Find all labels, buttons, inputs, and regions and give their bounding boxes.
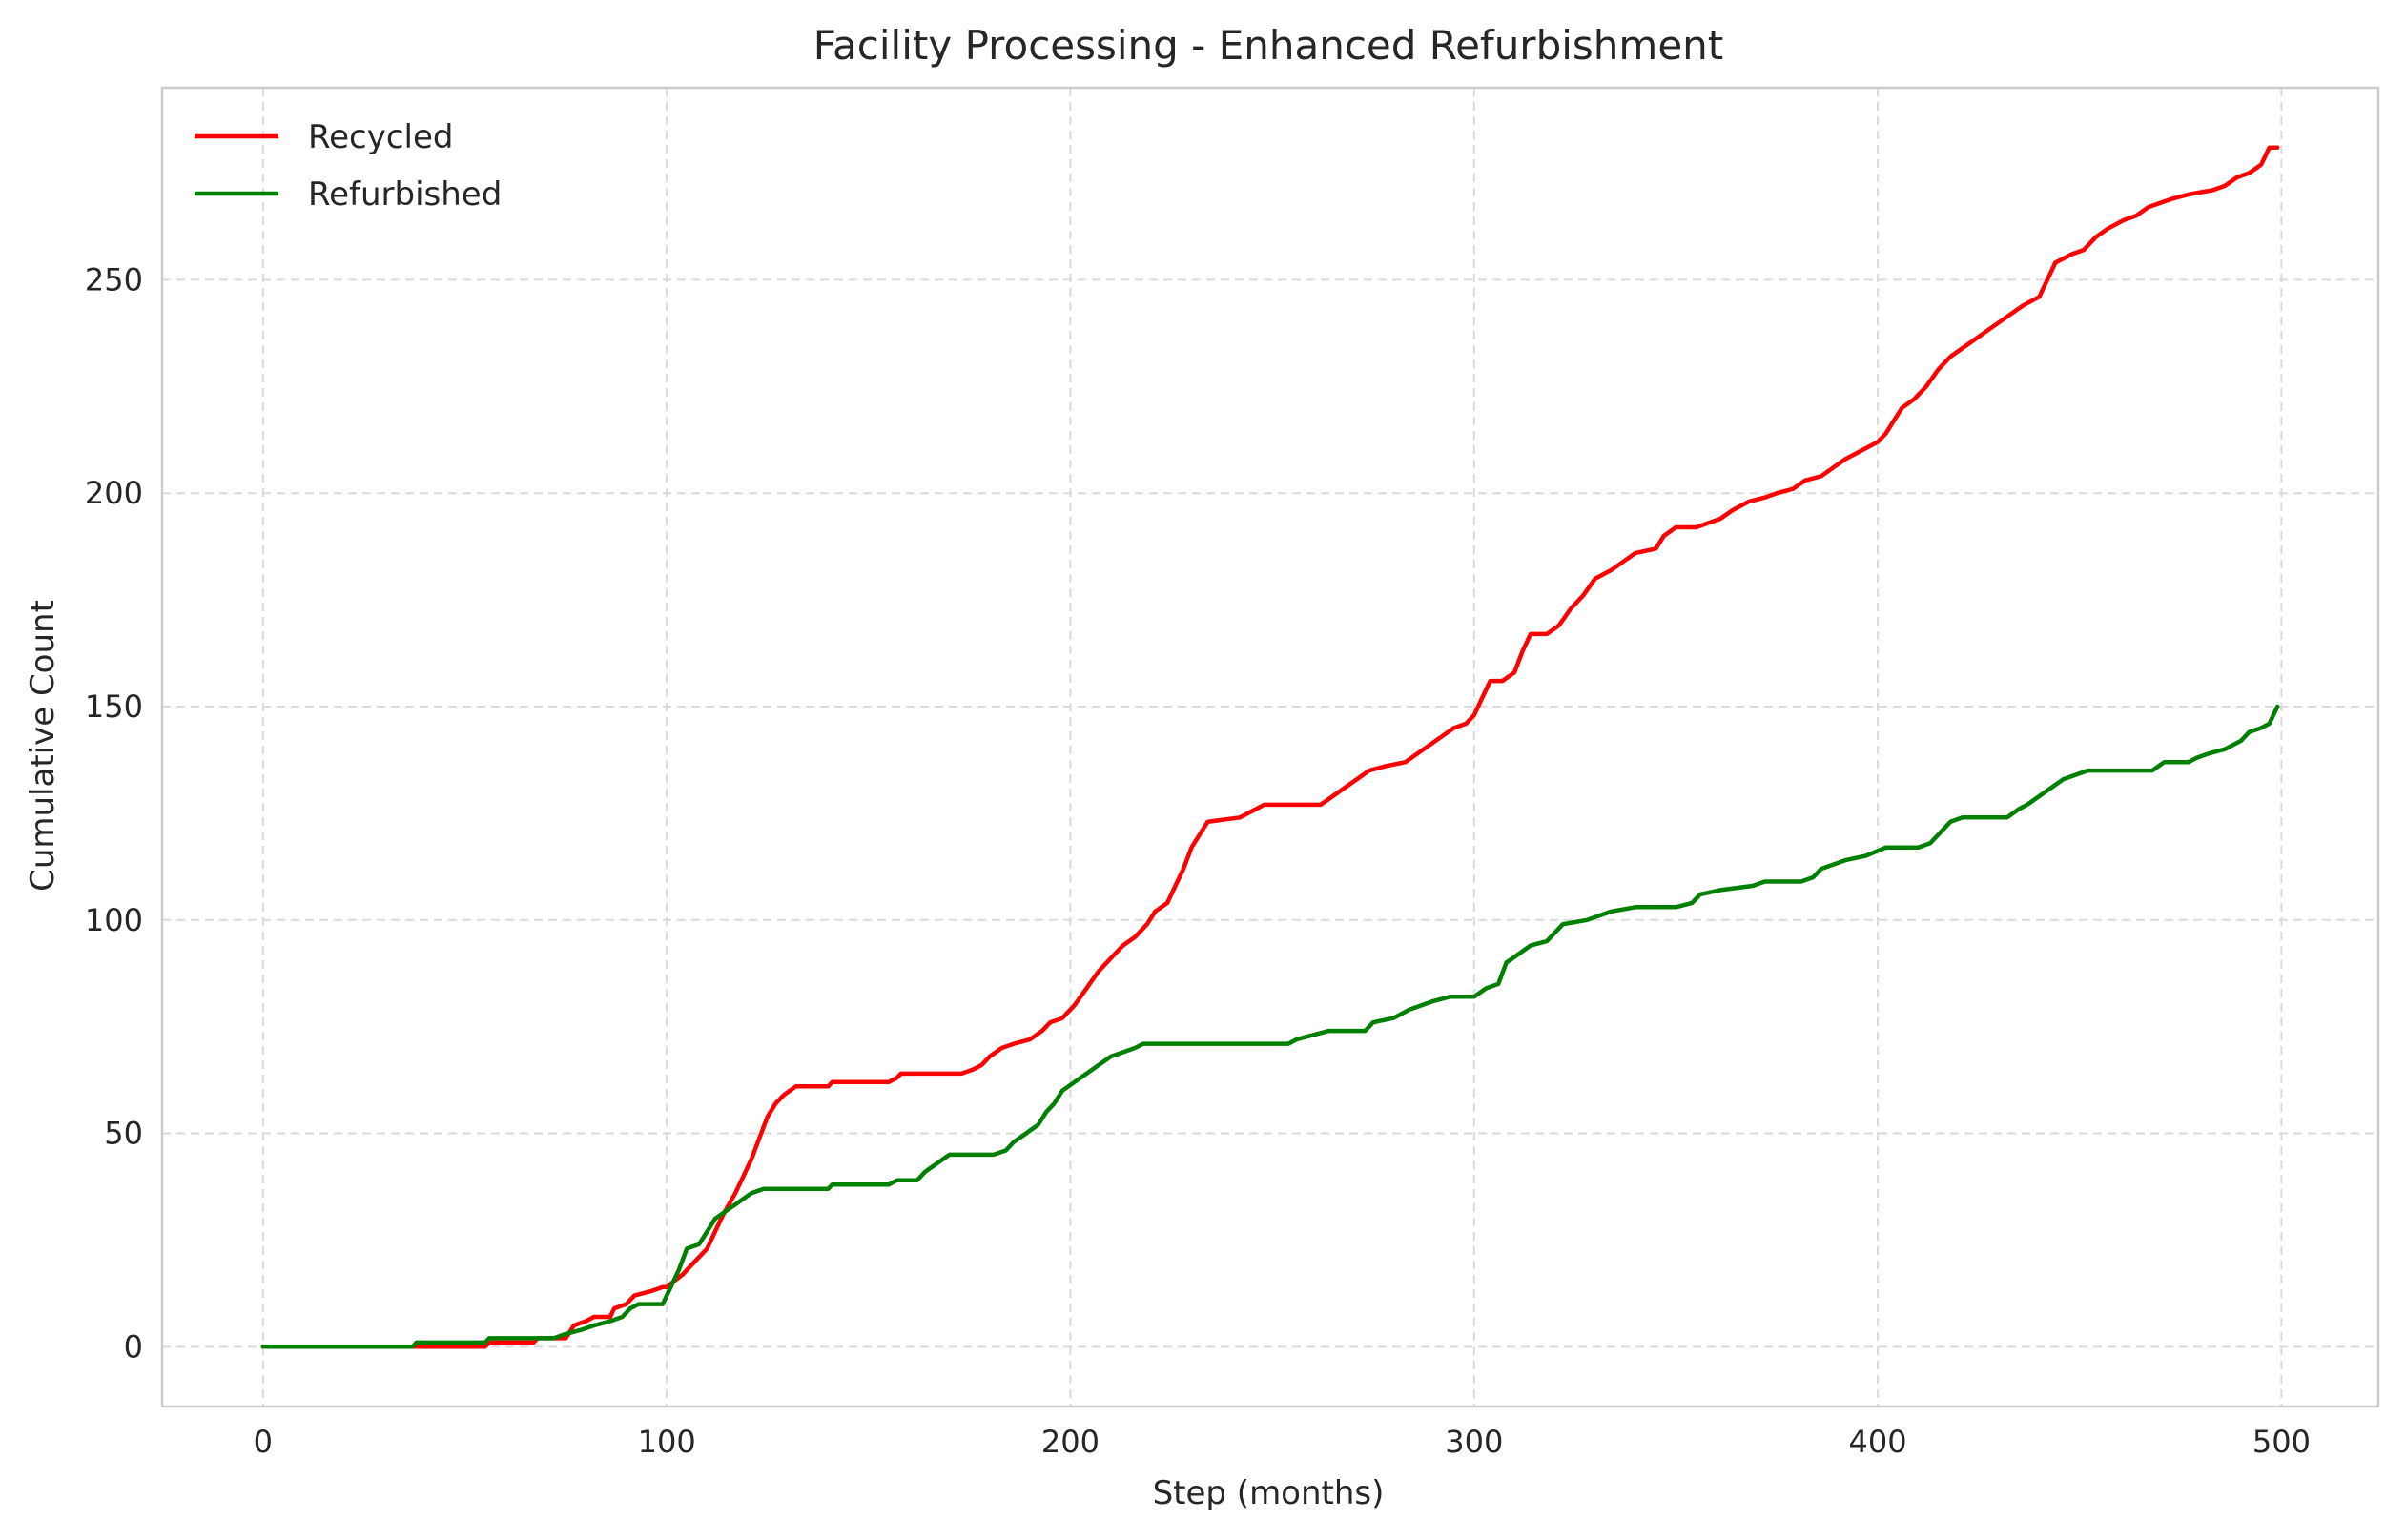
series-lines <box>260 145 2280 1349</box>
grid <box>162 88 2378 1407</box>
plot-frame <box>160 86 2380 1408</box>
y-tick-label: 100 <box>85 902 143 938</box>
y-tick-label: 150 <box>85 688 143 725</box>
series-line-refurbished <box>260 704 2280 1349</box>
y-tick-label: 0 <box>124 1328 143 1365</box>
y-tick-label: 50 <box>104 1116 143 1152</box>
x-tick-label: 200 <box>1041 1424 1100 1460</box>
x-tick-labels: 0 100 200 300 400 500 <box>254 1424 2311 1460</box>
x-tick-label: 0 <box>254 1424 273 1460</box>
legend-label-refurbished: Refurbished <box>308 175 502 214</box>
x-axis-label: Step (months) <box>1153 1474 1385 1512</box>
legend: Recycled Refurbished <box>195 118 502 214</box>
chart-title: Facility Processing - Enhanced Refurbish… <box>813 22 1724 69</box>
y-tick-labels: 0 50 100 150 200 250 <box>85 261 143 1365</box>
x-tick-label: 100 <box>638 1424 696 1460</box>
x-tick-label: 400 <box>1849 1424 1907 1460</box>
y-tick-label: 250 <box>85 261 143 298</box>
series-line-recycled <box>260 145 2280 1349</box>
x-tick-label: 500 <box>2252 1424 2311 1460</box>
y-tick-label: 200 <box>85 475 143 511</box>
legend-label-recycled: Recycled <box>308 118 453 156</box>
x-tick-label: 300 <box>1445 1424 1503 1460</box>
y-axis-label: Cumulative Count <box>24 600 62 892</box>
